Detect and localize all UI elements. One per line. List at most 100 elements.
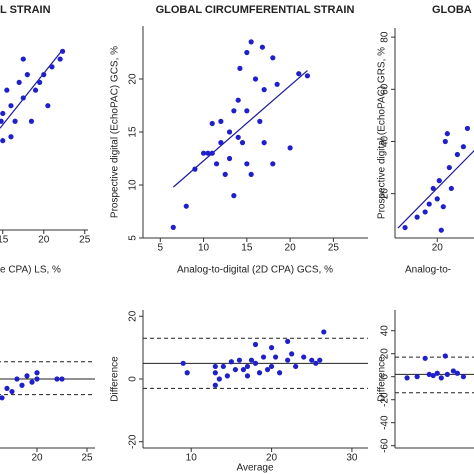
x-tick-label: 15 bbox=[241, 243, 253, 254]
y-axis-label: Difference bbox=[377, 356, 388, 402]
point bbox=[231, 108, 237, 114]
point bbox=[45, 103, 51, 109]
point bbox=[460, 374, 467, 380]
point bbox=[414, 214, 420, 220]
point bbox=[41, 72, 47, 78]
x-axis-label: Analog-to- bbox=[405, 265, 451, 276]
point bbox=[252, 76, 259, 82]
y-tick-label: 0 bbox=[380, 373, 391, 379]
point bbox=[192, 166, 198, 172]
point bbox=[260, 354, 267, 360]
point bbox=[309, 357, 315, 363]
point bbox=[434, 196, 440, 202]
point bbox=[426, 201, 432, 207]
chart-title: GLOBA bbox=[432, 4, 472, 16]
x-tick-label: 30 bbox=[346, 453, 358, 464]
point bbox=[14, 376, 20, 382]
y-tick-label: 0 bbox=[128, 376, 139, 382]
point bbox=[268, 345, 275, 351]
y-tick-label: 10 bbox=[128, 179, 139, 191]
point bbox=[422, 209, 428, 215]
point bbox=[57, 56, 63, 62]
y-tick-label: -60 bbox=[380, 438, 391, 453]
point bbox=[200, 150, 207, 156]
point bbox=[444, 131, 450, 137]
point bbox=[19, 382, 25, 388]
point bbox=[464, 125, 471, 132]
point bbox=[232, 366, 239, 373]
point bbox=[261, 140, 267, 146]
point bbox=[264, 366, 271, 373]
point bbox=[231, 193, 237, 199]
point bbox=[450, 368, 456, 374]
point bbox=[8, 134, 14, 140]
x-tick-label: 20 bbox=[266, 453, 278, 464]
point bbox=[8, 103, 14, 109]
y-tick-label: 40 bbox=[380, 325, 391, 337]
chart-title: GLOBAL CIRCUMFERENTIAL STRAIN bbox=[156, 4, 355, 16]
point bbox=[259, 44, 266, 50]
point bbox=[205, 150, 211, 156]
point bbox=[184, 370, 190, 376]
point bbox=[268, 363, 275, 370]
point bbox=[37, 79, 43, 85]
point bbox=[209, 150, 215, 156]
point bbox=[440, 204, 446, 210]
point bbox=[228, 359, 234, 365]
point bbox=[218, 118, 224, 124]
point bbox=[24, 373, 30, 379]
point bbox=[4, 87, 10, 93]
y-tick-label: 20 bbox=[380, 188, 391, 200]
point bbox=[454, 151, 460, 158]
point bbox=[224, 373, 230, 379]
x-axis-label: Average bbox=[236, 463, 274, 474]
point bbox=[293, 363, 299, 370]
point bbox=[244, 373, 251, 379]
point bbox=[212, 370, 218, 376]
point bbox=[244, 363, 251, 370]
point bbox=[54, 376, 60, 382]
point bbox=[235, 134, 241, 140]
y-tick-label: 20 bbox=[128, 73, 139, 85]
y-tick-label: -20 bbox=[128, 434, 139, 449]
point bbox=[422, 355, 428, 361]
point bbox=[226, 155, 233, 162]
y-tick-label: -40 bbox=[380, 415, 391, 430]
point bbox=[272, 354, 279, 360]
x-tick-label: 5 bbox=[158, 243, 164, 254]
point bbox=[285, 357, 291, 363]
point bbox=[414, 374, 420, 380]
point bbox=[244, 49, 250, 56]
point bbox=[270, 161, 276, 167]
point bbox=[49, 64, 55, 70]
point bbox=[404, 375, 410, 381]
point bbox=[213, 161, 220, 167]
point bbox=[212, 363, 218, 370]
point bbox=[426, 371, 432, 377]
x-tick-label: 20 bbox=[285, 243, 297, 254]
point bbox=[222, 171, 228, 177]
point bbox=[444, 371, 450, 377]
point bbox=[446, 164, 452, 171]
x-tick-label: 10 bbox=[198, 243, 210, 254]
y-tick-label: -20 bbox=[380, 392, 391, 407]
point bbox=[248, 171, 254, 177]
y-tick-label: 40 bbox=[380, 135, 391, 147]
point bbox=[256, 370, 263, 376]
point bbox=[4, 385, 10, 392]
x-tick-label: 20 bbox=[38, 235, 50, 246]
fit-line bbox=[397, 149, 474, 229]
point bbox=[226, 129, 233, 135]
point bbox=[438, 227, 444, 233]
point bbox=[448, 185, 454, 192]
point bbox=[248, 357, 255, 363]
point bbox=[32, 87, 39, 93]
point bbox=[59, 48, 66, 54]
point bbox=[0, 110, 6, 117]
point bbox=[183, 203, 189, 209]
point bbox=[430, 372, 436, 379]
point bbox=[59, 376, 65, 382]
y-axis-label: Difference bbox=[110, 356, 121, 402]
point bbox=[212, 382, 218, 388]
